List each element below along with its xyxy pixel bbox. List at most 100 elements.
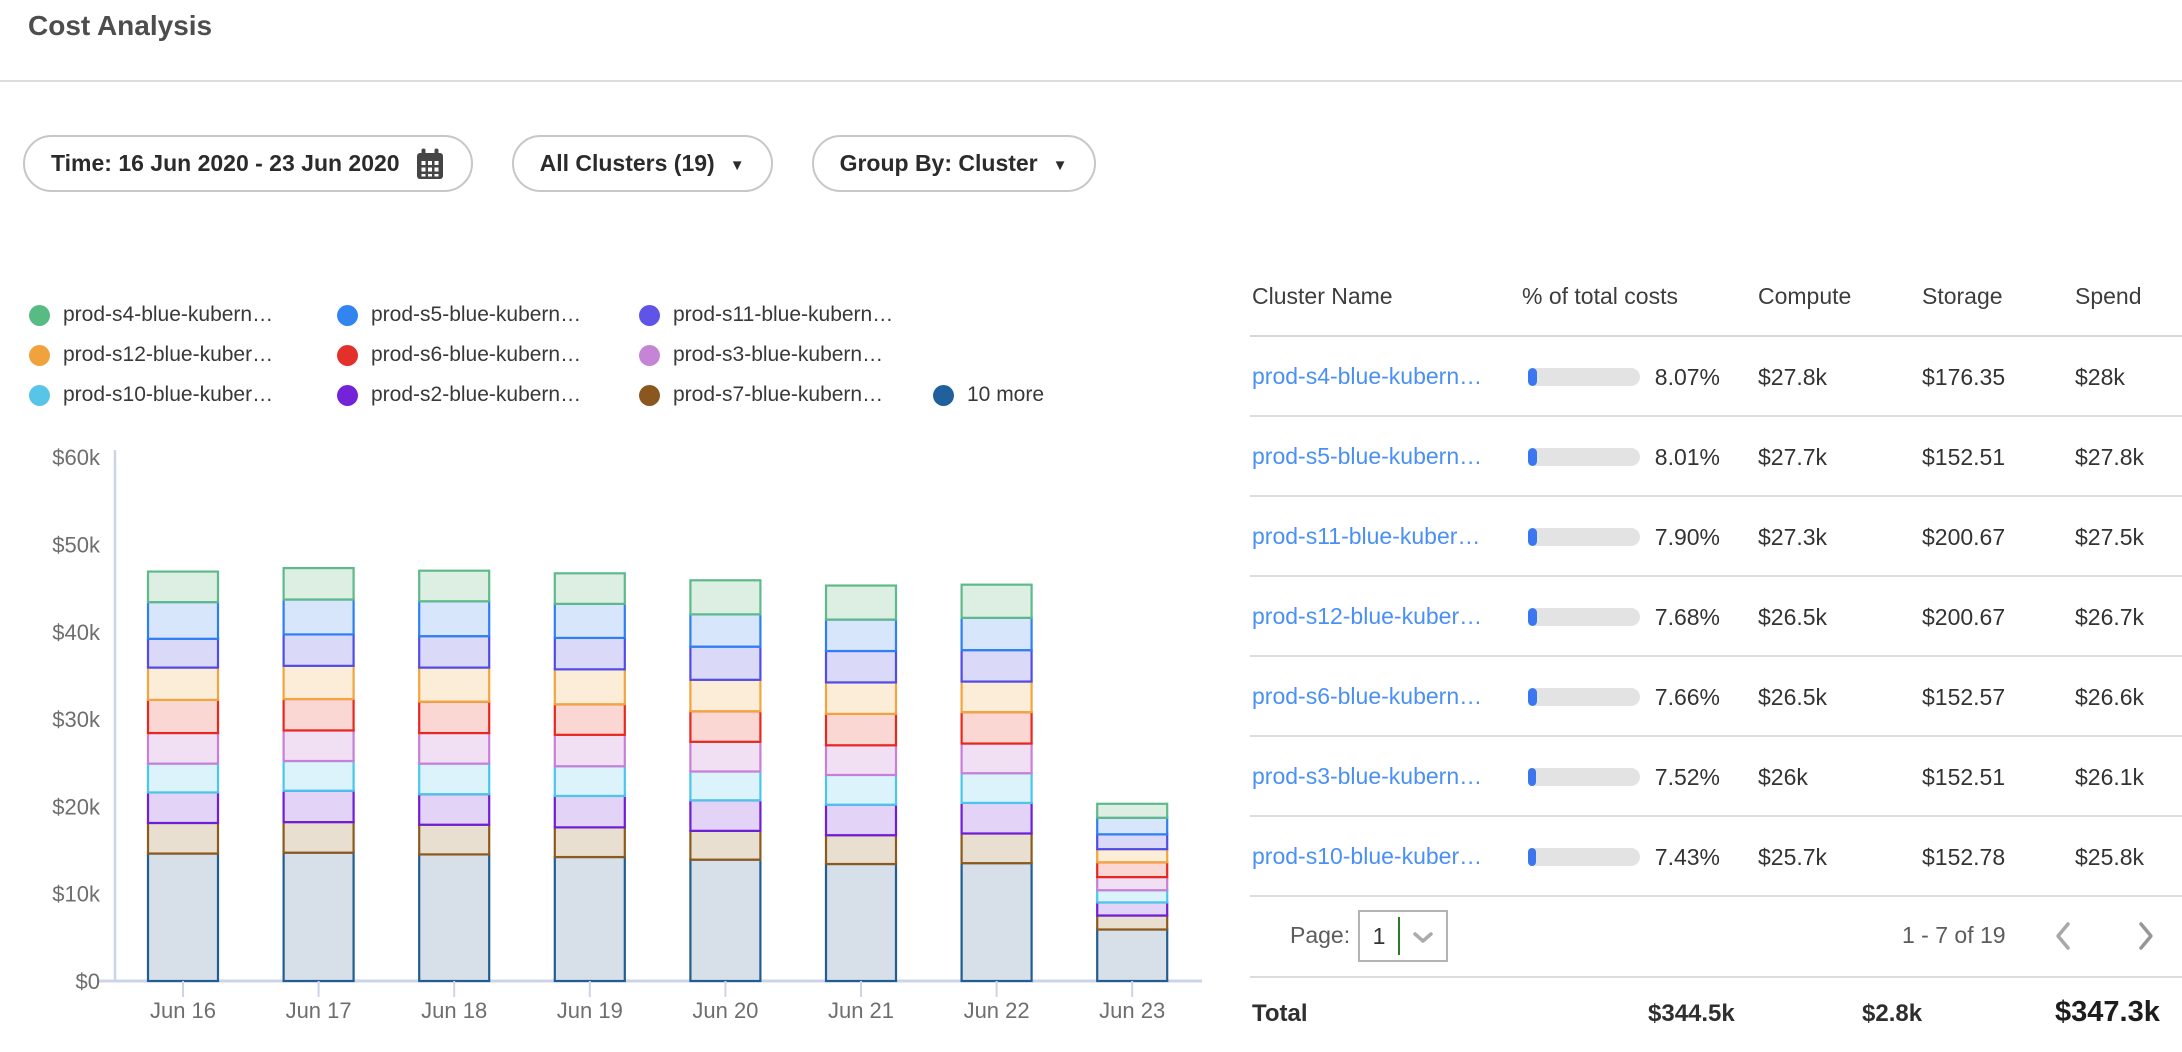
col-header-cluster-name[interactable]: Cluster Name (1252, 283, 1393, 310)
bar-segment[interactable] (148, 639, 218, 668)
page-select[interactable]: 1 (1358, 910, 1448, 962)
bar-segment[interactable] (1097, 804, 1167, 818)
bar-segment[interactable] (826, 745, 896, 775)
bar-segment[interactable] (284, 599, 354, 634)
bar-segment[interactable] (1097, 890, 1167, 902)
bar-segment[interactable] (148, 823, 218, 854)
bar-segment[interactable] (284, 853, 354, 981)
legend-item[interactable]: prod-s7-blue-kubern… (639, 383, 883, 407)
bar-segment[interactable] (419, 702, 489, 733)
bar-segment[interactable] (555, 573, 625, 604)
bar-segment[interactable] (148, 700, 218, 733)
bar-segment[interactable] (962, 773, 1032, 803)
legend-item[interactable]: prod-s3-blue-kubern… (639, 343, 883, 367)
cluster-name-link[interactable]: prod-s4-blue-kubern… (1252, 363, 1482, 390)
bar-segment[interactable] (419, 571, 489, 602)
bar-segment[interactable] (419, 733, 489, 764)
bar-segment[interactable] (555, 669, 625, 704)
bar-segment[interactable] (555, 766, 625, 796)
bar-segment[interactable] (148, 733, 218, 764)
bar-segment[interactable] (148, 668, 218, 700)
bar-segment[interactable] (148, 792, 218, 823)
bar-segment[interactable] (419, 764, 489, 795)
bar-segment[interactable] (1097, 834, 1167, 849)
bar-segment[interactable] (419, 794, 489, 825)
bar-segment[interactable] (284, 791, 354, 822)
bar-segment[interactable] (419, 854, 489, 981)
bar-segment[interactable] (690, 580, 760, 614)
bar-segment[interactable] (690, 831, 760, 860)
bar-segment[interactable] (826, 835, 896, 864)
bar-segment[interactable] (826, 775, 896, 805)
legend-item[interactable]: prod-s4-blue-kubern… (29, 303, 273, 327)
cluster-name-link[interactable]: prod-s11-blue-kuber… (1252, 523, 1480, 550)
bar-segment[interactable] (148, 572, 218, 603)
bar-segment[interactable] (284, 568, 354, 599)
col-header-spend[interactable]: Spend (2075, 283, 2142, 310)
bar-segment[interactable] (419, 601, 489, 636)
bar-segment[interactable] (148, 764, 218, 793)
bar-segment[interactable] (826, 805, 896, 836)
bar-segment[interactable] (690, 647, 760, 680)
group-by-dropdown[interactable]: Group By: Cluster ▼ (812, 135, 1096, 192)
legend-item[interactable]: prod-s10-blue-kuber… (29, 383, 273, 407)
legend-item[interactable]: 10 more (933, 383, 1044, 407)
bar-segment[interactable] (555, 827, 625, 857)
bar-segment[interactable] (962, 803, 1032, 834)
bar-segment[interactable] (690, 771, 760, 800)
bar-segment[interactable] (1097, 902, 1167, 915)
bar-segment[interactable] (962, 863, 1032, 981)
bar-segment[interactable] (962, 585, 1032, 618)
bar-segment[interactable] (690, 711, 760, 742)
bar-segment[interactable] (690, 614, 760, 646)
bar-segment[interactable] (690, 680, 760, 711)
legend-item[interactable]: prod-s11-blue-kubern… (639, 303, 893, 327)
bar-segment[interactable] (284, 634, 354, 665)
bar-segment[interactable] (1097, 818, 1167, 835)
bar-segment[interactable] (1097, 862, 1167, 877)
col-header-storage[interactable]: Storage (1922, 283, 2003, 310)
bar-segment[interactable] (419, 636, 489, 667)
bar-segment[interactable] (962, 618, 1032, 650)
clusters-filter-dropdown[interactable]: All Clusters (19) ▼ (512, 135, 773, 192)
cluster-name-link[interactable]: prod-s12-blue-kuber… (1252, 603, 1482, 630)
time-range-filter[interactable]: Time: 16 Jun 2020 - 23 Jun 2020 (23, 135, 473, 192)
bar-segment[interactable] (962, 712, 1032, 743)
cluster-name-link[interactable]: prod-s10-blue-kuber… (1252, 843, 1482, 870)
bar-segment[interactable] (962, 744, 1032, 774)
bar-segment[interactable] (148, 854, 218, 981)
bar-segment[interactable] (826, 682, 896, 713)
bar-segment[interactable] (148, 602, 218, 639)
bar-segment[interactable] (419, 668, 489, 702)
bar-segment[interactable] (962, 682, 1032, 713)
bar-segment[interactable] (690, 860, 760, 981)
bar-segment[interactable] (555, 604, 625, 638)
bar-segment[interactable] (826, 714, 896, 745)
bar-segment[interactable] (1097, 849, 1167, 862)
legend-item[interactable]: prod-s2-blue-kubern… (337, 383, 581, 407)
previous-page-button[interactable] (2053, 920, 2073, 957)
bar-segment[interactable] (555, 704, 625, 735)
col-header-pct-of-total[interactable]: % of total costs (1522, 283, 1678, 310)
bar-segment[interactable] (555, 857, 625, 981)
bar-segment[interactable] (555, 638, 625, 669)
cluster-name-link[interactable]: prod-s5-blue-kubern… (1252, 443, 1482, 470)
cluster-name-link[interactable]: prod-s3-blue-kubern… (1252, 763, 1482, 790)
legend-item[interactable]: prod-s5-blue-kubern… (337, 303, 581, 327)
bar-segment[interactable] (826, 620, 896, 651)
legend-item[interactable]: prod-s6-blue-kubern… (337, 343, 581, 367)
legend-item[interactable]: prod-s12-blue-kuber… (29, 343, 273, 367)
bar-segment[interactable] (826, 651, 896, 682)
bar-segment[interactable] (1097, 929, 1167, 981)
bar-segment[interactable] (826, 864, 896, 981)
bar-segment[interactable] (284, 666, 354, 699)
col-header-compute[interactable]: Compute (1758, 283, 1851, 310)
cluster-name-link[interactable]: prod-s6-blue-kubern… (1252, 683, 1482, 710)
bar-segment[interactable] (690, 742, 760, 772)
bar-segment[interactable] (962, 650, 1032, 681)
bar-segment[interactable] (284, 822, 354, 853)
bar-segment[interactable] (1097, 916, 1167, 930)
bar-segment[interactable] (284, 761, 354, 791)
bar-segment[interactable] (284, 699, 354, 730)
bar-segment[interactable] (555, 735, 625, 766)
